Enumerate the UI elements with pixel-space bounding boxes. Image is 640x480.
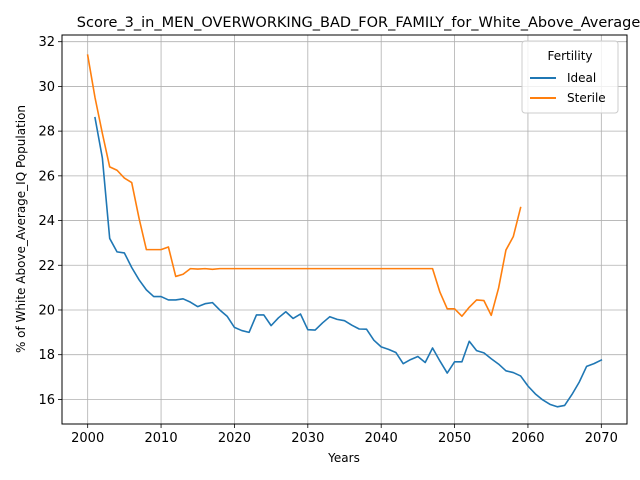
x-tick-label: 2060 xyxy=(511,431,544,446)
legend-box xyxy=(521,40,619,114)
y-tick-label: 28 xyxy=(38,125,55,140)
x-axis-ticks: 2000 2010 2020 2030 2040 2050 2060 2070 xyxy=(71,424,618,446)
x-axis-label: Years xyxy=(327,451,360,465)
series-line-ideal xyxy=(94,116,603,408)
axes-frame xyxy=(61,34,628,425)
y-axis-ticks: 16 18 20 22 24 26 28 30 32 xyxy=(38,35,62,408)
y-tick-label: 26 xyxy=(38,169,55,184)
series-lines xyxy=(86,54,603,408)
y-axis-label: % of White Above_Average_IQ Population xyxy=(14,105,28,353)
y-tick-label: 16 xyxy=(38,393,55,408)
legend-label-sterile: Sterile xyxy=(567,91,606,105)
y-tick-label: 18 xyxy=(38,348,55,363)
x-tick-label: 2050 xyxy=(438,431,471,446)
x-tick-label: 2000 xyxy=(71,431,104,446)
x-tick-label: 2070 xyxy=(585,431,618,446)
x-tick-label: 2030 xyxy=(291,431,324,446)
x-tick-label: 2010 xyxy=(145,431,178,446)
legend: Fertility Ideal Sterile xyxy=(521,40,619,114)
x-tick-label: 2020 xyxy=(218,431,251,446)
y-tick-label: 24 xyxy=(38,214,55,229)
series-line-sterile xyxy=(86,54,522,318)
legend-label-ideal: Ideal xyxy=(567,71,596,85)
legend-title: Fertility xyxy=(547,49,592,63)
chart-title: Score_3_in_MEN_OVERWORKING_BAD_FOR_FAMIL… xyxy=(77,15,640,31)
y-tick-label: 32 xyxy=(38,35,55,50)
x-tick-label: 2040 xyxy=(365,431,398,446)
y-tick-label: 30 xyxy=(38,80,55,95)
y-tick-label: 20 xyxy=(38,303,55,318)
y-tick-label: 22 xyxy=(38,259,55,274)
plot-area xyxy=(61,34,628,425)
